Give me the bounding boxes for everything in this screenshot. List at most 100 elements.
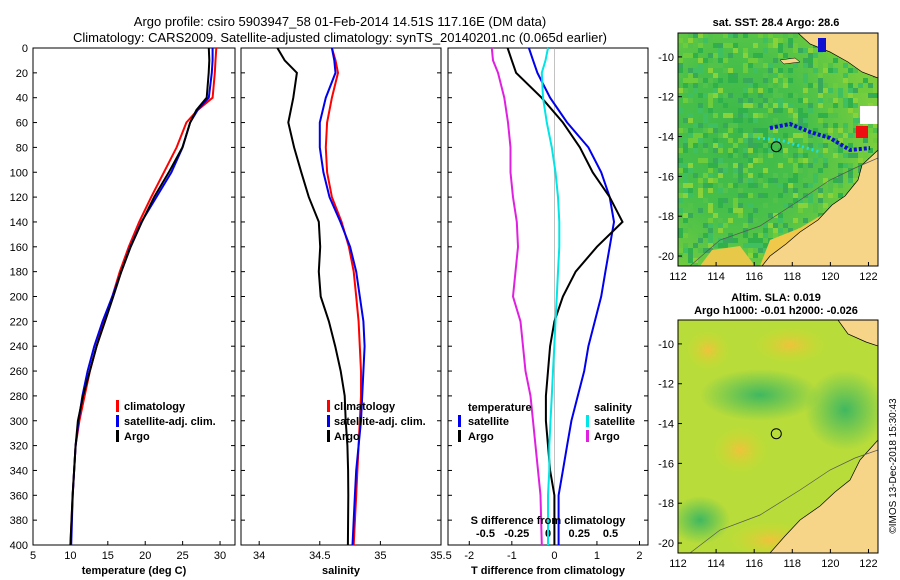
sst-pixel [793,193,798,198]
sst-pixel [683,83,688,88]
sst-pixel [808,58,813,63]
sst-pixel [818,143,823,148]
sst-pixel [683,233,688,238]
sst-pixel [723,223,728,228]
sst-pixel [753,43,758,48]
sst-pixel [803,183,808,188]
sst-pixel [798,148,803,153]
sst-pixel [783,173,788,178]
sst-pixel [838,133,843,138]
sst-pixel [733,118,738,123]
sst-pixel [713,53,718,58]
sst-pixel [743,48,748,53]
sst-pixel [733,148,738,153]
sst-pixel [813,58,818,63]
depth-tick-label: 160 [10,242,28,254]
sst-pixel [693,138,698,143]
sst-pixel [723,68,728,73]
title-line-2: Climatology: CARS2009. Satellite-adjuste… [73,30,607,45]
map-y-tick-label: -14 [658,132,674,144]
sst-pixel [858,158,863,163]
x-tick-label: 5 [30,550,36,562]
sst-pixel [743,68,748,73]
sst-pixel [703,93,708,98]
sst-pixel [723,103,728,108]
sst-pixel [803,58,808,63]
sst-pixel [703,133,708,138]
sst-pixel [808,103,813,108]
legend-swatch-argo [327,430,330,442]
sst-pixel [818,213,823,218]
legend-label-climatology: climatology [334,401,396,413]
sst-pixel [788,218,793,223]
depth-tick-label: 240 [10,341,28,353]
sst-pixel [798,48,803,53]
depth-tick-label: 300 [10,416,28,428]
sst-pixel [783,53,788,58]
sst-pixel [693,53,698,58]
sst-pixel [773,78,778,83]
sst-pixel [688,253,693,258]
sst-pixel [783,78,788,83]
sst-pixel [848,103,853,108]
x-top-tick-label: 0.5 [603,528,618,540]
sst-pixel [778,73,783,78]
sst-pixel [823,68,828,73]
sst-pixel [798,208,803,213]
sst-pixel [723,168,728,173]
sst-pixel [698,38,703,43]
sst-pixel [713,158,718,163]
x-tick-label: 35 [374,550,386,562]
x-tick-label: 25 [177,550,189,562]
sst-pixel [793,93,798,98]
map-y-tick-label: -20 [658,251,674,263]
sst-pixel [823,63,828,68]
sst-pixel [728,128,733,133]
sst-pixel [763,138,768,143]
sst-pixel [763,183,768,188]
x-tick-label: -1 [507,550,517,562]
sst-pixel [758,53,763,58]
sst-pixel [828,88,833,93]
sst-pixel [773,233,778,238]
temperature-legend: climatology satellite-adj. clim. Argo [116,400,216,443]
sst-pixel [808,63,813,68]
sst-pixel [698,248,703,253]
x-top-tick-label: 0.25 [569,528,590,540]
sst-pixel [738,138,743,143]
sst-pixel [678,38,683,43]
sst-pixel [803,73,808,78]
sst-pixel [763,113,768,118]
sst-pixel [753,53,758,58]
sst-pixel [788,208,793,213]
sst-pixel [818,93,823,98]
sst-pixel [698,103,703,108]
sst-pixel [748,133,753,138]
sst-pixel [718,78,723,83]
sst-pixel [778,38,783,43]
sst-pixel [783,223,788,228]
sst-pixel [718,88,723,93]
sst-pixel [783,188,788,193]
sst-front [769,121,871,153]
legend-swatch-temp-argo [458,430,461,442]
sst-pixel [823,178,828,183]
sst-pixel [768,138,773,143]
sst-pixel [773,228,778,233]
sst-pixel [803,63,808,68]
sst-pixel [698,78,703,83]
sst-pixel [853,68,858,73]
x-tick-label: 10 [64,550,76,562]
sst-pixel [803,203,808,208]
sla-high-anomaly [684,328,732,372]
sst-pixel [708,188,713,193]
sst-pixel [788,138,793,143]
sst-pixel [818,123,823,128]
sst-pixel [728,218,733,223]
sst-pixel [748,248,753,253]
sst-pixel [723,93,728,98]
sst-pixel [758,193,763,198]
sst-pixel [763,133,768,138]
sst-pixel [748,58,753,63]
sst-pixel [798,163,803,168]
